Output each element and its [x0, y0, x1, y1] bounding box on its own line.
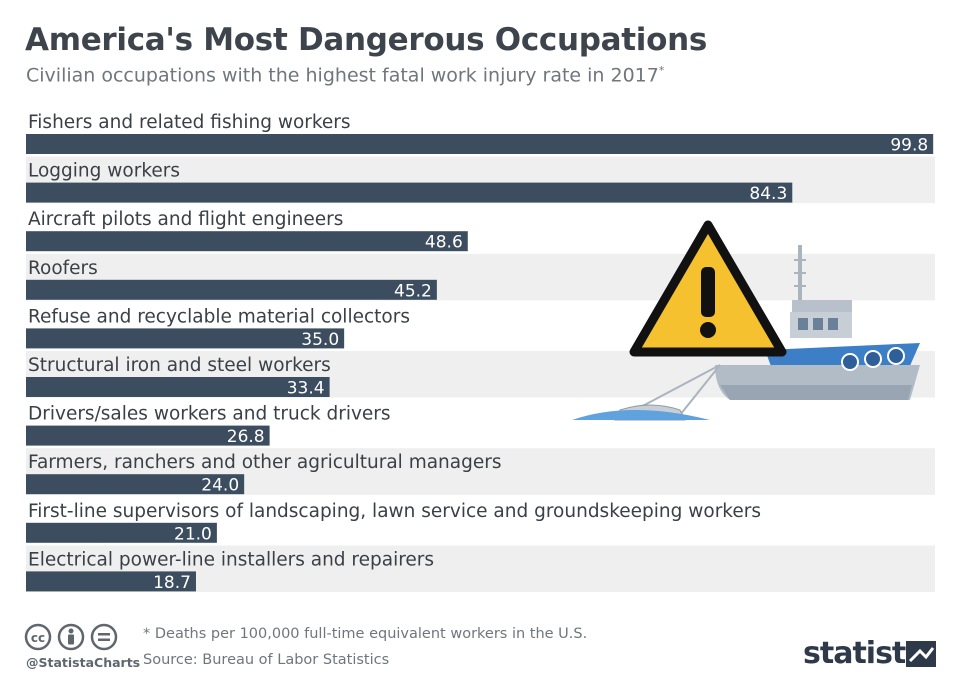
bar	[26, 134, 934, 154]
category-label: Fishers and related fishing workers	[28, 112, 351, 133]
footnote: * Deaths per 100,000 full-time equivalen…	[143, 626, 588, 642]
bar	[26, 522, 217, 543]
bar	[26, 377, 330, 397]
bar	[26, 279, 437, 300]
category-label: Roofers	[28, 258, 98, 279]
bar	[26, 182, 793, 203]
category-label: Aircraft pilots and flight engineers	[28, 209, 343, 230]
chart-subtitle: Civilian occupations with the highest fa…	[26, 64, 664, 86]
value-label: 45.2	[394, 281, 432, 301]
person-icon	[57, 623, 85, 651]
value-label: 18.7	[153, 573, 191, 593]
value-label: 35.0	[301, 330, 339, 350]
bar	[26, 474, 245, 495]
warning-illustration	[572, 220, 920, 421]
category-label: Farmers, ranchers and other agricultural…	[28, 452, 501, 473]
value-label: 84.3	[749, 184, 787, 204]
equals-icon	[90, 623, 118, 651]
twitter-handle: @StatistaCharts	[26, 655, 141, 670]
cc-icon: cc	[24, 623, 52, 651]
statista-logo-icon	[906, 641, 936, 667]
value-label: 99.8	[890, 136, 928, 156]
bar	[26, 231, 468, 252]
category-label: Logging workers	[28, 161, 180, 182]
subtitle-text: Civilian occupations with the highest fa…	[26, 64, 659, 87]
value-label: 33.4	[287, 379, 325, 399]
category-label: Drivers/sales workers and truck drivers	[28, 404, 391, 425]
category-label: Electrical power-line installers and rep…	[28, 549, 434, 570]
fishing-boat-icon	[572, 245, 920, 421]
value-label: 21.0	[174, 524, 212, 544]
category-label: Refuse and recyclable material collector…	[28, 306, 410, 327]
value-label: 24.0	[201, 476, 239, 496]
value-label: 48.6	[425, 233, 463, 253]
svg-text:cc: cc	[31, 631, 45, 645]
bar	[26, 328, 345, 349]
category-label: First-line supervisors of landscaping, l…	[28, 501, 761, 522]
warning-icon	[629, 220, 787, 357]
bar	[26, 571, 196, 592]
category-label: Structural iron and steel workers	[28, 355, 331, 376]
chart-title: America's Most Dangerous Occupations	[25, 22, 708, 58]
source-note: Source: Bureau of Labor Statistics	[143, 652, 390, 668]
statista-logo-text: statista	[803, 636, 926, 671]
value-label: 26.8	[227, 427, 265, 447]
subtitle-asterisk: *	[658, 64, 665, 77]
bar	[26, 425, 270, 446]
license-icons: cc	[24, 622, 124, 656]
